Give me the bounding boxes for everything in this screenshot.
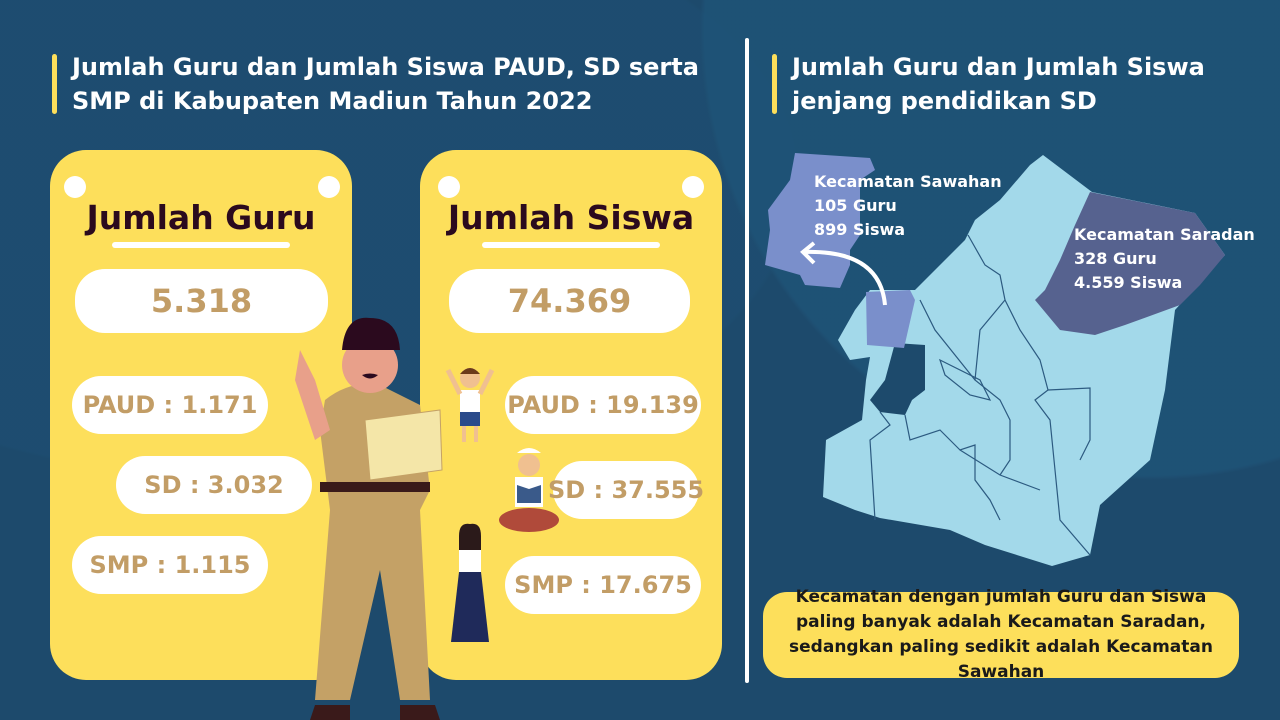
teacher-illustration xyxy=(295,317,443,720)
map-dark-enclave xyxy=(870,343,925,415)
card-hole xyxy=(438,176,460,198)
student-reading-icon xyxy=(499,448,559,532)
map-district-sawahan-west xyxy=(765,153,875,288)
heading-underline xyxy=(482,242,660,248)
card-hole xyxy=(318,176,340,198)
card-hole xyxy=(64,176,86,198)
saradan-label: Kecamatan Saradan 328 Guru 4.559 Siswa xyxy=(1074,225,1255,292)
siswa-heading: Jumlah Siswa xyxy=(447,198,695,237)
divider xyxy=(745,38,749,683)
siswa-sd: SD : 37.555 xyxy=(548,461,704,519)
student-girl-icon xyxy=(451,523,489,642)
card-hole xyxy=(682,176,704,198)
guru-heading: Jumlah Guru xyxy=(86,198,316,237)
map-district-saradan xyxy=(1035,192,1225,335)
arrow-head-icon xyxy=(800,241,816,265)
arrow-icon xyxy=(804,249,887,306)
siswa-smp: SMP : 17.675 xyxy=(505,556,701,614)
guru-card: Jumlah Guru 5.318 PAUD : 1.171 SD : 3.03… xyxy=(50,150,352,680)
guru-total: 5.318 xyxy=(75,269,328,333)
siswa-total: 74.369 xyxy=(449,269,690,333)
sawahan-label: Kecamatan Sawahan 105 Guru 899 Siswa xyxy=(814,172,1002,239)
left-title: Jumlah Guru dan Jumlah Siswa PAUD, SD se… xyxy=(52,50,699,118)
student-boy-icon xyxy=(445,368,495,442)
right-title: Jumlah Guru dan Jumlah Siswa jenjang pen… xyxy=(772,50,1205,118)
heading-underline xyxy=(112,242,290,248)
conclusion-box: Kecamatan dengan jumlah Guru dan Siswa p… xyxy=(763,587,1239,682)
guru-sd: SD : 3.032 xyxy=(116,456,312,514)
guru-paud: PAUD : 1.171 xyxy=(72,376,268,434)
map-district-sawahan xyxy=(866,290,915,348)
siswa-paud: PAUD : 19.139 xyxy=(505,376,701,434)
district-boundaries xyxy=(869,234,1091,556)
guru-smp: SMP : 1.115 xyxy=(72,536,268,594)
